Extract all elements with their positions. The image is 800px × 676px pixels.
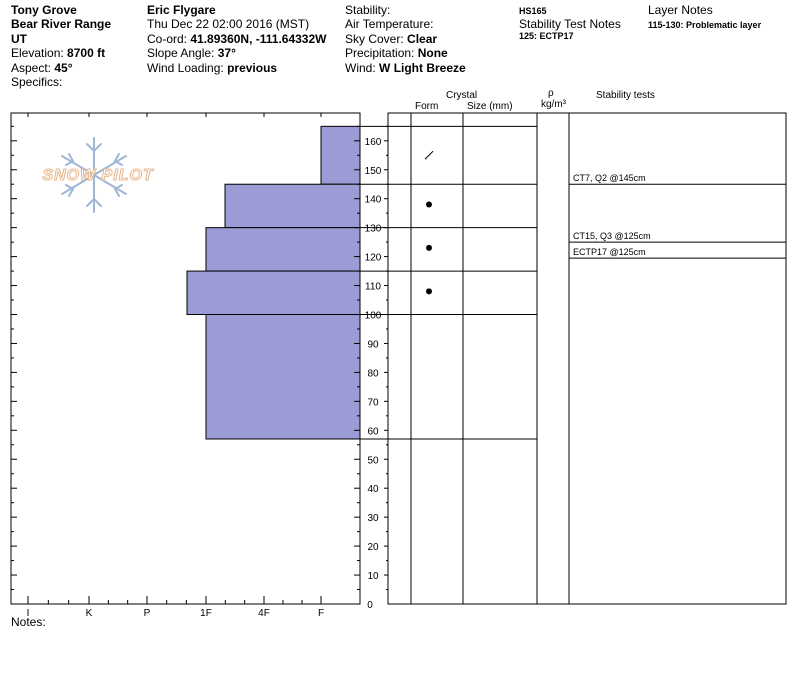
density-unit: kg/m³ [541,99,566,110]
wind-loading-value: previous [227,61,278,75]
coordinates-label: Co-ord: [147,32,188,46]
elevation-value: 8700 ft [67,46,106,60]
depth-tick-label: 90 [367,339,379,350]
stability-test-notes-label: Stability Test Notes [519,17,621,31]
aspect: Aspect: 45° [11,61,73,75]
aspect-value: 45° [54,61,73,75]
hardness-tick-label: P [144,608,151,619]
slope-angle-value: 37° [217,46,236,60]
precipitation: Precipitation: None [345,46,448,60]
hardness-tick-label: 4F [258,608,270,619]
depth-tick-label: 40 [367,484,379,495]
air-temperature-label: Air Temperature: [345,17,434,31]
hardness-tick-label: 1F [200,608,212,619]
coordinates-value: 41.89360N, -111.64332W [190,32,327,46]
depth-tick-label: 60 [367,426,379,437]
stability-test-label: ECTP17 @125cm [573,247,646,257]
depth-tick-label: 70 [367,397,379,408]
depth-tick-label: 80 [367,368,379,379]
depth-tick-label: 120 [365,253,382,264]
hardness-bar [186,270,361,316]
stability-test-label: CT15, Q3 @125cm [573,231,651,241]
rounded-grain-icon [426,201,432,208]
hardness-tick-label: K [86,608,93,619]
snowflake-icon [61,137,127,213]
hardness-bar [224,183,361,229]
aspect-label: Aspect: [11,61,52,75]
observer-name: Eric Flygare [147,3,216,17]
wind-label: Wind: [345,61,376,75]
form-header: Form [415,101,439,112]
layer-notes-label: Layer Notes [648,3,713,17]
depth-tick-label: 150 [365,166,382,177]
precipitation-label: Precipitation: [345,46,415,60]
snowpilot-logo-text: SNOW PILOT [42,167,154,184]
depth-tick-label: 50 [367,455,379,466]
snow-height: HS165 [519,6,547,16]
depth-tick-label: 30 [367,513,379,524]
rounded-grain-icon [426,244,432,251]
depth-tick-label: 110 [365,282,381,293]
depth-tick-label-zero: 0 [367,600,373,611]
depth-tick-label: 140 [365,195,382,206]
depth-tick-label: 10 [367,571,379,582]
elevation: Elevation: 8700 ft [11,46,105,60]
wind-loading: Wind Loading: previous [147,61,277,75]
hardness-bar [205,314,361,440]
depth-tick-label: 100 [365,311,382,322]
slope-angle: Slope Angle: 37° [147,46,236,60]
observation-datetime: Thu Dec 22 02:00 2016 (MST) [147,17,310,31]
wind-value: W Light Breeze [379,61,466,75]
coordinates: Co-ord: 41.89360N, -111.64332W [147,32,326,46]
rounded-grain-icon [426,288,432,295]
sky-cover-label: Sky Cover: [345,32,404,46]
decomposing-grain-icon [424,150,434,160]
snowpilot-logo: SNOW PILOT [42,137,154,213]
layer-grid-frame [387,112,787,605]
depth-tick-label: 160 [365,137,382,148]
density-symbol: ρ [548,88,554,99]
wind: Wind: W Light Breeze [345,61,466,75]
stability-tests-header: Stability tests [596,90,655,101]
elevation-label: Elevation: [11,46,64,60]
state: UT [11,32,27,46]
specifics-label: Specifics: [11,75,63,89]
stability-test-label: CT7, Q2 @145cm [573,173,646,183]
depth-tick-label: 20 [367,542,379,553]
layer-note: 115-130: Problematic layer [648,20,762,30]
mountain-range: Bear River Range [11,17,112,31]
crystal-header: Crystal [446,90,478,101]
stability-label: Stability: [345,3,391,17]
depth-tick-label: 130 [365,224,382,235]
sky-cover: Sky Cover: Clear [345,32,437,46]
notes-label: Notes: [11,615,46,629]
hardness-bar [205,227,361,272]
wind-loading-label: Wind Loading: [147,61,224,75]
slope-angle-label: Slope Angle: [147,46,215,60]
sky-cover-value: Clear [407,32,438,46]
hardness-bar [320,125,361,185]
hardness-tick-label: F [318,608,324,619]
precipitation-value: None [417,46,448,60]
size-header: Size (mm) [467,101,513,112]
hardness-tick-label: I [27,608,30,619]
stability-test-note: 125: ECTP17 [519,31,574,41]
location-name: Tony Grove [11,3,77,17]
